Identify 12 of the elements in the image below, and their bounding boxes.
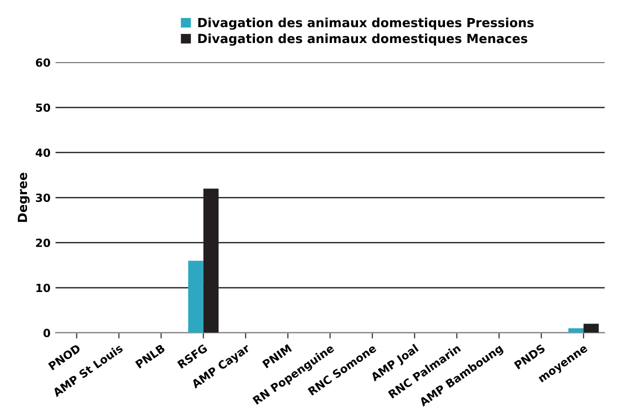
y-tick-label: 60 <box>36 58 50 67</box>
bar <box>188 260 204 333</box>
y-tick-label: 10 <box>36 284 50 292</box>
y-tick-label: 0 <box>43 328 50 338</box>
y-tick-label: 30 <box>36 194 50 202</box>
y-tick-label: 50 <box>36 103 50 112</box>
legend-label: Divagation des animaux domestiques Menaces <box>198 34 528 46</box>
bar <box>584 324 599 333</box>
legend-label: Divagation des animaux domestiques Pressions <box>198 18 534 30</box>
y-axis-title: Degree <box>18 172 30 222</box>
y-tick-label: 40 <box>36 148 50 157</box>
y-tick-label: 20 <box>36 238 50 248</box>
